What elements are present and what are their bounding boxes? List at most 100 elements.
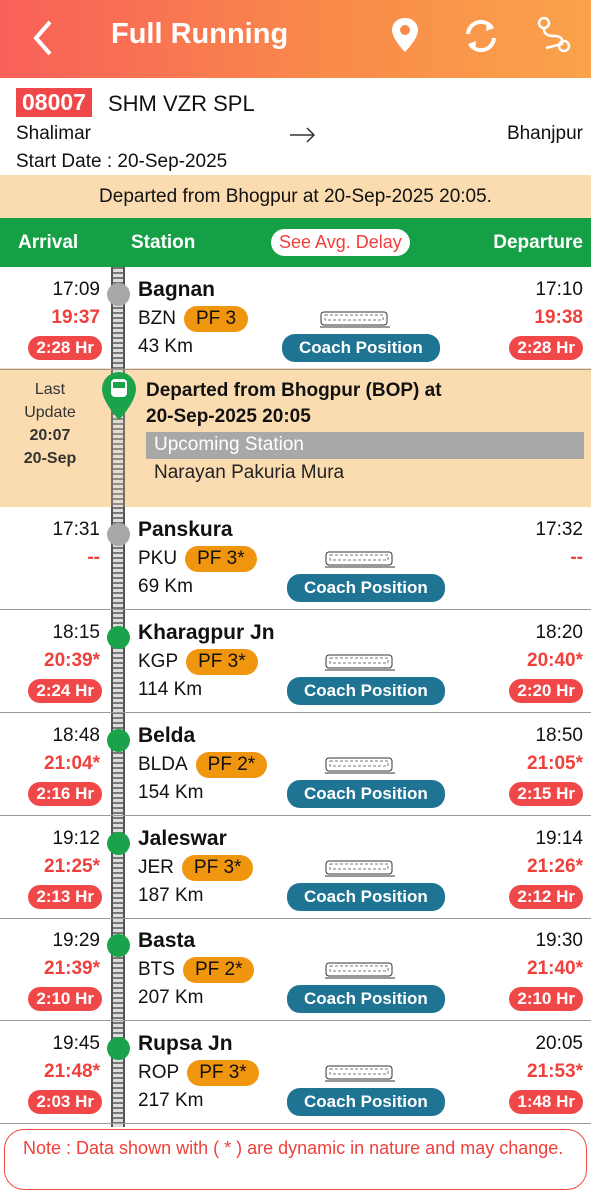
- actual-departure: 21:40*: [527, 958, 583, 979]
- coach-icon: [325, 1065, 395, 1082]
- actual-departure: 21:05*: [527, 753, 583, 774]
- route-button[interactable]: [536, 16, 574, 56]
- distance: 69 Km: [138, 576, 193, 597]
- station-code-line: BLDA PF 2*: [138, 752, 268, 778]
- actual-arrival: 21:25*: [44, 856, 100, 877]
- arrival-delay: 2:24 Hr: [28, 679, 102, 703]
- coach-position-button[interactable]: Coach Position: [287, 677, 445, 705]
- coach-icon: [325, 962, 395, 979]
- scheduled-departure: 20:05: [535, 1033, 583, 1054]
- note: Note : Data shown with ( * ) are dynamic…: [4, 1129, 587, 1190]
- actual-departure: 21:26*: [527, 856, 583, 877]
- platform: PF 3*: [181, 855, 254, 881]
- distance: 114 Km: [138, 679, 203, 700]
- coach-position-button[interactable]: Coach Position: [287, 780, 445, 808]
- station-dot: [107, 934, 130, 957]
- actual-arrival: 21:04*: [44, 753, 100, 774]
- arrival-header: Arrival: [18, 232, 79, 253]
- coach-position-button[interactable]: Coach Position: [287, 574, 445, 602]
- scheduled-departure: 19:14: [535, 828, 583, 849]
- distance: 217 Km: [138, 1090, 204, 1111]
- coach-position-button[interactable]: Coach Position: [287, 883, 445, 911]
- platform: PF 2*: [182, 957, 255, 983]
- station-dot: [107, 626, 130, 649]
- arrival-delay: 2:28 Hr: [28, 336, 102, 360]
- station-code-line: ROP PF 3*: [138, 1060, 259, 1086]
- scheduled-departure: 18:20: [535, 622, 583, 643]
- station-code: PKU: [138, 548, 178, 569]
- location-button[interactable]: [390, 16, 420, 56]
- distance: 187 Km: [138, 885, 204, 906]
- distance: 43 Km: [138, 336, 193, 357]
- from-station: Shalimar: [16, 123, 91, 144]
- station-name: Belda: [138, 724, 196, 747]
- upcoming-station: Narayan Pakuria Mura: [154, 462, 345, 483]
- upcoming-label: Upcoming Station: [146, 432, 584, 459]
- station-row: 18:48 21:04* 2:16 Hr Belda BLDA PF 2* 154 Km Co…: [0, 713, 591, 816]
- arrow: [290, 127, 316, 143]
- actual-arrival: 19:37: [51, 307, 100, 328]
- scheduled-departure: 18:50: [535, 725, 583, 746]
- arrival-delay: 2:10 Hr: [28, 987, 102, 1011]
- station-dot: [107, 523, 130, 546]
- actual-departure: 21:53*: [527, 1061, 583, 1082]
- station-dot: [107, 832, 130, 855]
- station-code-line: JER PF 3*: [138, 855, 254, 881]
- actual-arrival: 21:39*: [44, 958, 100, 979]
- scheduled-departure: 19:30: [535, 930, 583, 951]
- arrival-delay: 2:03 Hr: [28, 1090, 102, 1114]
- coach-icon: [325, 860, 395, 877]
- station-row: 18:15 20:39* 2:24 Hr Kharagpur Jn KGP PF 3* 11…: [0, 610, 591, 713]
- coach-position-button[interactable]: Coach Position: [287, 1088, 445, 1116]
- station-dot: [107, 283, 130, 306]
- actual-departure: 20:40*: [527, 650, 583, 671]
- scheduled-arrival: 17:31: [52, 519, 100, 540]
- station-name: Rupsa Jn: [138, 1032, 233, 1055]
- status-banner: Departed from Bhogpur at 20-Sep-2025 20:…: [0, 175, 591, 218]
- station-row: 19:12 21:25* 2:13 Hr Jaleswar JER PF 3* 187 Km…: [0, 816, 591, 919]
- distance: 207 Km: [138, 987, 204, 1008]
- scheduled-arrival: 18:48: [52, 725, 100, 746]
- station-dot: [107, 729, 130, 752]
- departure-delay: 2:20 Hr: [509, 679, 583, 703]
- station-dot: [107, 1037, 130, 1060]
- back-button[interactable]: [28, 18, 58, 58]
- distance: 154 Km: [138, 782, 204, 803]
- actual-departure: 19:38: [534, 307, 583, 328]
- coach-icon: [325, 757, 395, 774]
- platform: PF 2*: [195, 752, 268, 778]
- station-name: Jaleswar: [138, 827, 227, 850]
- station-row: 17:31 -- Panskura PKU PF 3* 69 Km Coach Positi…: [0, 507, 591, 610]
- departure-header: Departure: [493, 232, 583, 253]
- train-marker: [102, 372, 136, 420]
- platform: PF 3*: [186, 649, 258, 675]
- scheduled-departure: 17:32: [535, 519, 583, 540]
- arrival-delay: 2:16 Hr: [28, 782, 102, 806]
- coach-position-button[interactable]: Coach Position: [287, 985, 445, 1013]
- actual-arrival: --: [87, 547, 100, 568]
- departure-delay: 2:12 Hr: [509, 885, 583, 909]
- avg-delay-button[interactable]: See Avg. Delay: [271, 229, 410, 256]
- station-row: 19:45 21:48* 2:03 Hr Rupsa Jn ROP PF 3* 217 Km…: [0, 1021, 591, 1124]
- train-number: 08007: [16, 88, 92, 117]
- to-station: Bhanjpur: [506, 123, 583, 144]
- coach-position-button[interactable]: Coach Position: [282, 334, 440, 362]
- start-date: Start Date : 20-Sep-2025: [16, 151, 228, 172]
- station-code: BZN: [138, 308, 176, 329]
- arrival-delay: 2:13 Hr: [28, 885, 102, 909]
- last-update-label: Last Update: [24, 381, 76, 421]
- scheduled-arrival: 19:29: [52, 930, 100, 951]
- coach-icon: [325, 654, 395, 671]
- last-update-time: 20:07: [29, 427, 71, 444]
- station-header: Station: [131, 232, 196, 253]
- station-row: 17:09 19:37 2:28 Hr Bagnan BZN PF 3 43 Km Coach…: [0, 267, 591, 370]
- platform: PF 3: [184, 306, 249, 332]
- station-code-line: BTS PF 2*: [138, 957, 255, 983]
- actual-departure: --: [570, 547, 583, 568]
- platform: PF 3*: [185, 546, 257, 572]
- refresh-button[interactable]: [462, 16, 500, 56]
- platform: PF 3*: [187, 1060, 259, 1086]
- actual-arrival: 21:48*: [44, 1061, 100, 1082]
- station-name: Basta: [138, 929, 196, 952]
- scheduled-arrival: 19:12: [52, 828, 100, 849]
